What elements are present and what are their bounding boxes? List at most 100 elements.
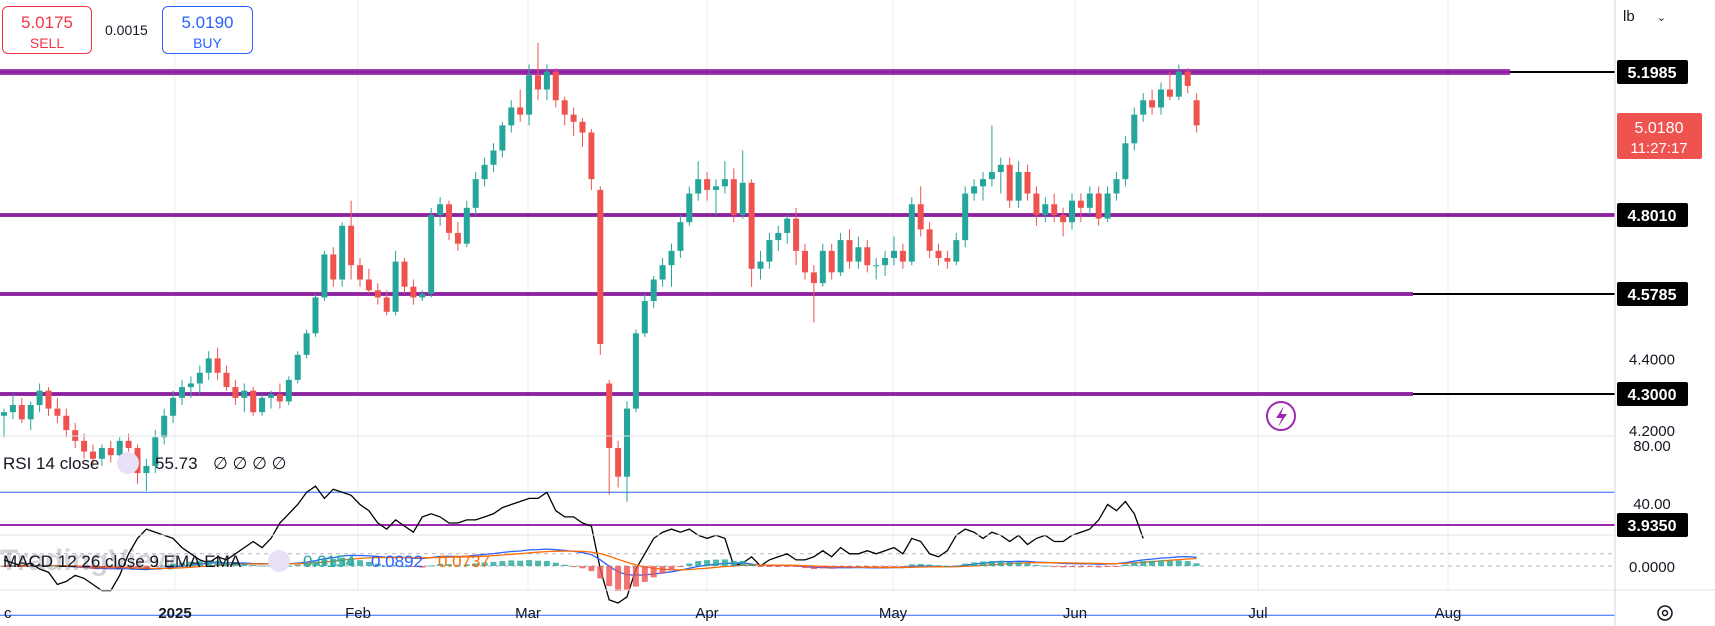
candle [187,376,194,398]
candle-body [72,430,79,441]
macd-histogram-bar [953,565,960,567]
macd-histogram-bar [187,561,194,566]
candle-body [383,297,390,312]
buy-button[interactable]: 5.0190 BUY [162,6,253,54]
candle-body [161,415,168,438]
candle-body [917,204,924,230]
candle [365,268,372,294]
macd-histogram-bar [357,560,363,566]
candle-body [392,261,399,312]
candle-body [90,451,96,459]
unit-selector[interactable]: lb ⌄ [1623,8,1666,25]
candle-body [9,405,16,413]
macd-histogram-bar [873,566,880,568]
macd-histogram-bar [339,557,346,566]
candle-body [268,394,274,398]
candle-body [472,179,479,208]
macd-histogram-bar [962,563,969,566]
candle-body [882,258,889,266]
candle [446,200,452,241]
candle [730,168,737,223]
macd-histogram-bar [988,561,995,566]
candle-body [543,71,550,90]
candle-body [321,254,328,298]
candle [739,150,746,219]
candle [1015,161,1022,208]
candle [232,379,239,406]
sell-button[interactable]: 5.0175 SELL [2,6,92,54]
candle [1193,93,1200,133]
macd-histogram-bar [179,562,185,566]
candle [268,390,274,409]
macd-histogram-bar [757,566,764,567]
candle-body [419,293,426,298]
macd-histogram-bar [668,566,675,571]
candle [926,222,933,259]
candle [1051,193,1058,223]
level-price-tag [1617,203,1688,227]
candle [543,64,550,101]
macd-histogram-bar [624,566,630,591]
candle-body [1069,200,1075,223]
candle [1086,186,1093,215]
x-axis-label: Jul [1248,605,1267,622]
candle [917,186,924,237]
candle [908,197,915,266]
macd-histogram-bar [490,561,497,566]
candle-body [285,379,292,402]
macd-histogram-bar [419,566,426,568]
candle-body [944,258,951,262]
candle [205,351,212,380]
macd-histogram-bar [383,565,390,567]
macd-histogram-bar [214,560,221,566]
macd-histogram-bar [1131,562,1138,566]
candle-body [437,204,444,215]
macd-tick: 0.0000 [1629,559,1675,576]
candle-body [873,265,880,267]
candle-body [81,440,88,452]
macd-histogram-bar [1113,566,1120,567]
macd-histogram-bar [997,560,1004,566]
buy-price: 5.0190 [181,13,234,32]
candle [1158,82,1164,115]
x-axis-label: May [879,605,908,622]
candle-body [1104,193,1111,219]
macd-histogram-bar [1042,565,1049,567]
candle [579,118,586,147]
candle [552,68,559,108]
macd-histogram-bar [410,566,417,568]
candle-body [908,204,915,262]
candle-body [641,301,648,334]
candle [312,293,319,337]
candle-body [721,179,728,187]
x-axis-label: Aug [1435,605,1462,622]
macd-histogram-bar [543,561,550,566]
candle-body [45,390,52,409]
macd-histogram-bar [597,566,604,579]
macd-histogram-bar [374,563,381,566]
candle [721,161,728,194]
macd-histogram-bar [1077,566,1084,568]
candle [775,225,782,251]
macd-histogram-bar [561,564,568,566]
candle [1149,89,1156,115]
macd-histogram-bar [1193,563,1200,566]
candle-body [508,107,515,126]
candle [374,283,381,305]
sell-price: 5.0175 [21,13,73,32]
candle-body [1175,71,1182,97]
candle [819,243,826,287]
candle-body [1033,193,1040,215]
candle-body [739,182,746,215]
candle-body [891,250,897,259]
macd-histogram-bar [9,565,16,567]
candle [9,394,16,420]
candle [81,433,88,459]
candle [588,128,595,190]
candle [659,258,666,287]
macd-histogram-bar [926,564,933,566]
macd-histogram-bar [855,566,862,567]
candle-body [401,261,408,287]
